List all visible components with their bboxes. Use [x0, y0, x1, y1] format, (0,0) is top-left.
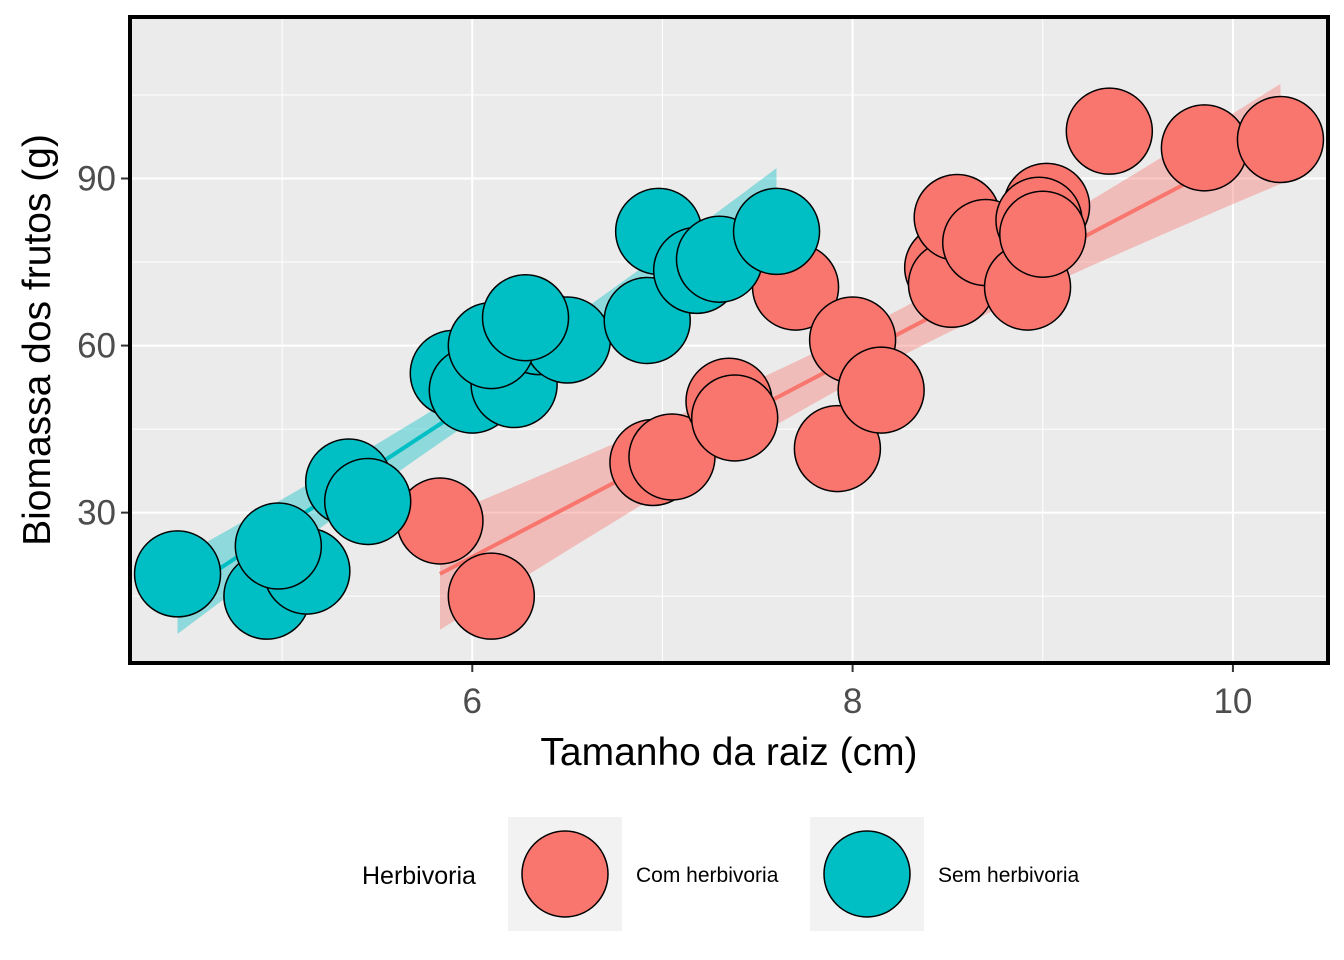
data-point: [837, 346, 925, 434]
data-point: [133, 530, 222, 618]
data-point: [234, 502, 323, 590]
legend-swatch-sem-herbivoria: [823, 830, 911, 918]
x-tick-label: 6: [463, 682, 482, 721]
y-tick-label: 60: [77, 327, 116, 366]
data-point: [323, 457, 412, 546]
plot-panel-border: [128, 15, 1330, 665]
data-points: [133, 87, 1325, 640]
x-axis-ticks: 6 8 10: [463, 665, 1252, 721]
data-point: [690, 374, 779, 462]
data-point: [732, 187, 821, 276]
data-point: [999, 190, 1087, 278]
data-point: [1065, 87, 1154, 175]
y-axis-title: Biomassa dos frutos (g): [16, 134, 59, 546]
y-tick-label: 90: [77, 160, 116, 199]
legend-title: Herbivoria: [362, 862, 476, 890]
x-tick-label: 10: [1213, 682, 1252, 721]
data-point: [481, 273, 570, 362]
legend: Herbivoria Com herbivoria Sem herbivoria: [362, 817, 1080, 931]
legend-label-com-herbivoria: Com herbivoria: [636, 864, 779, 887]
data-point: [447, 552, 536, 640]
data-point: [1160, 104, 1249, 192]
legend-swatch-com-herbivoria: [521, 830, 609, 918]
legend-label-sem-herbivoria: Sem herbivoria: [938, 864, 1080, 887]
x-axis-title: Tamanho da raiz (cm): [540, 731, 917, 774]
y-axis-ticks: 30 60 90: [77, 160, 128, 533]
data-point: [1236, 95, 1325, 184]
x-tick-label: 8: [843, 682, 862, 721]
y-tick-label: 30: [77, 494, 116, 533]
